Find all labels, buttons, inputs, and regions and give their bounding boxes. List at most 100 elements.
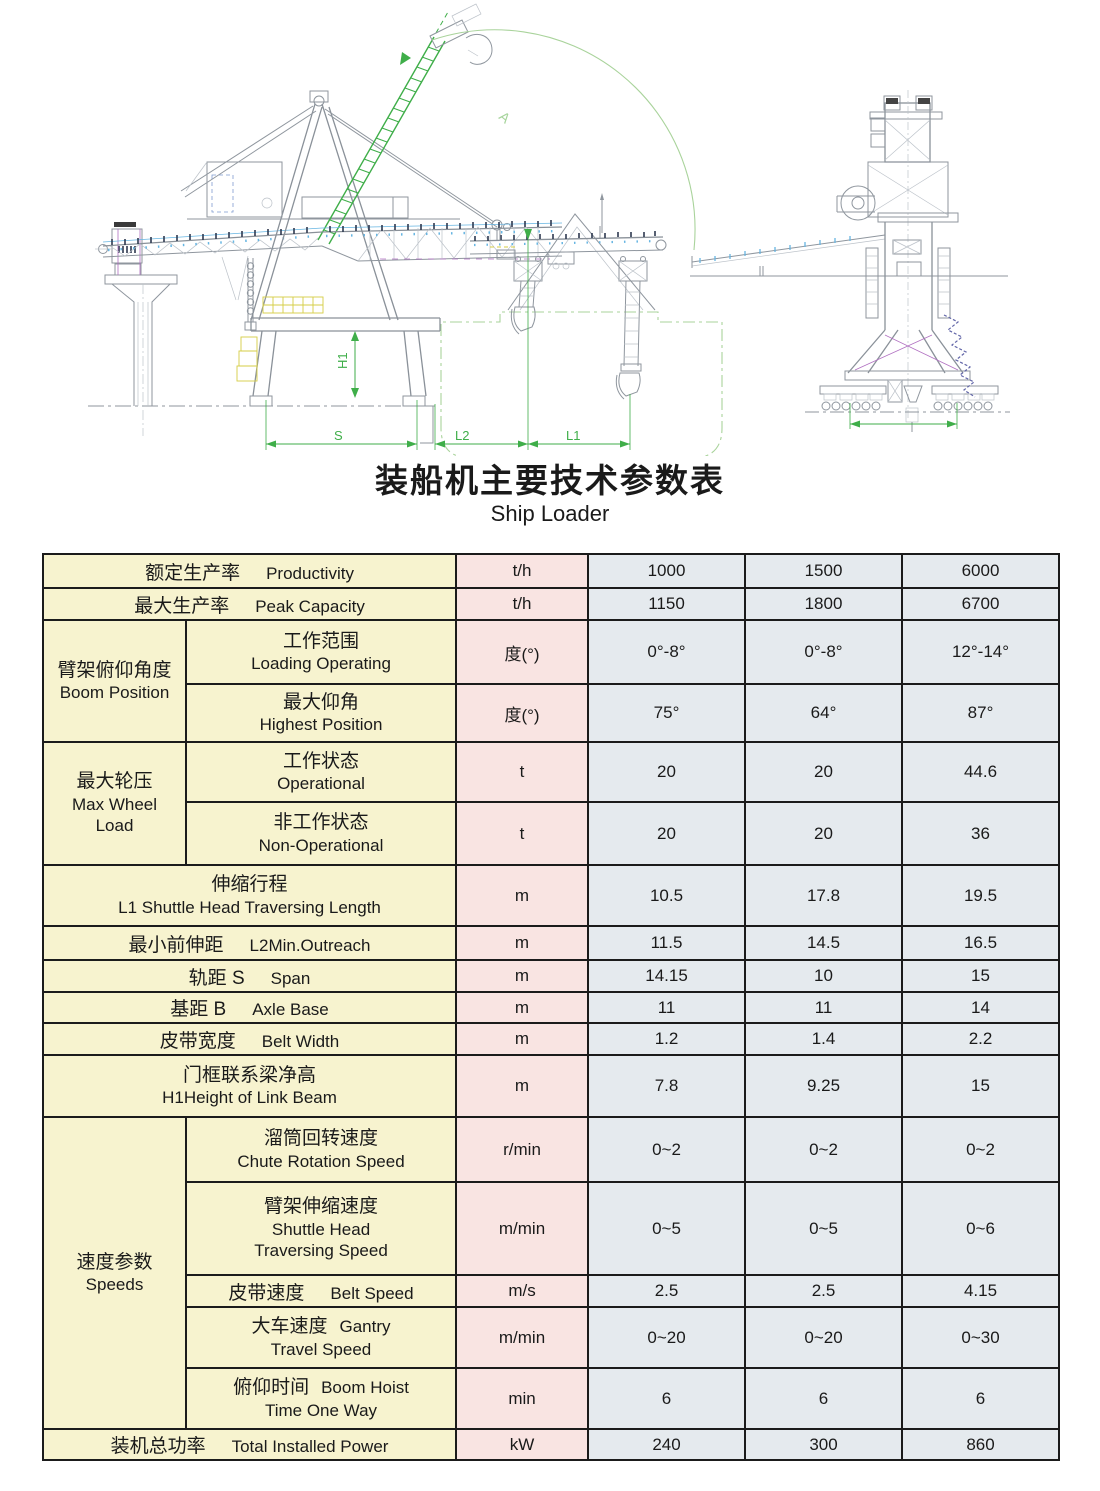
table-row: 臂架伸缩速度 Shuttle Head Traversing Speed m/min… xyxy=(43,1181,1061,1276)
ship-loader-drawing: A xyxy=(88,3,1010,456)
value-cell: 1.4 xyxy=(744,1022,904,1056)
unit-cell: m xyxy=(455,1054,590,1118)
label-zh: 工作状态 xyxy=(283,750,360,772)
param-label-cell: 臂架伸缩速度 Shuttle Head Traversing Speed xyxy=(184,1181,458,1276)
label-zh: 工作范围 xyxy=(283,630,360,652)
label-en: Chute Rotation Speed xyxy=(237,1151,405,1171)
value-cell: 87° xyxy=(901,683,1061,743)
label-zh: 最大仰角 xyxy=(283,691,360,713)
table-row: 臂架俯仰角度 Boom Position 工作范围 Loading Operatin… xyxy=(42,619,1061,743)
value-cell: 0~2 xyxy=(901,1116,1061,1183)
label-en: H1Height of Link Beam xyxy=(162,1088,337,1108)
table-row: 门框联系梁净高 H1Height of Link Beam m 7.8 9.25 … xyxy=(41,1054,1061,1118)
tower xyxy=(836,90,959,420)
table-row: 皮带速度 Belt Speed m/s 2.5 2.5 4.15 xyxy=(43,1274,1061,1308)
label-en: Operational xyxy=(277,774,365,794)
shuttle-boom xyxy=(469,193,667,270)
value-cell: 1800 xyxy=(744,587,904,621)
group-label-cell: 速度参数 Speeds xyxy=(42,1116,187,1430)
value-cell: 16.5 xyxy=(901,925,1061,961)
value-cell: 860 xyxy=(901,1428,1061,1461)
label-zh: 额定生产率 xyxy=(145,562,241,584)
table-row: 额定生产率 Productivity t/h 1000 1500 6000 xyxy=(41,553,1061,589)
label-en: L2Min.Outreach xyxy=(249,935,371,955)
label-en: Productivity xyxy=(266,563,354,583)
value-cell: 6000 xyxy=(901,553,1061,589)
label-zh: 溜筒回转速度 xyxy=(264,1128,379,1149)
label-zh: 基距 B xyxy=(170,999,227,1020)
title-block: 装船机主要技术参数表 Ship Loader xyxy=(0,462,1100,527)
dim-label-l2: L2 xyxy=(455,428,469,443)
group-label-cell: 最大轮压 Max Wheel Load xyxy=(42,741,187,866)
unit-cell: 度(°) xyxy=(455,683,590,743)
group-zh: 最大轮压 xyxy=(76,771,153,793)
table-row: 俯仰时间 Boom Hoist Time One Way min 6 6 6 xyxy=(43,1367,1061,1430)
dim-label-l1: L1 xyxy=(566,428,580,443)
value-cell: 1150 xyxy=(587,587,747,621)
label-en: Highest Position xyxy=(259,715,383,735)
label-en: Shuttle Head xyxy=(271,1220,371,1240)
value-cell: 44.6 xyxy=(901,741,1061,803)
value-cell: 20 xyxy=(744,801,904,866)
param-label-cell: 最小前伸距 L2Min.Outreach xyxy=(41,925,458,961)
table-row: 装机总功率 Total Installed Power kW 240 300 86… xyxy=(41,1428,1061,1461)
param-label-cell: 溜筒回转速度 Chute Rotation Speed xyxy=(184,1116,458,1183)
value-cell: 6 xyxy=(587,1367,747,1430)
param-label-cell: 最大仰角 Highest Position xyxy=(184,683,458,743)
table-row: 非工作状态 Non-Operational t 20 20 36 xyxy=(43,801,1061,866)
param-label-cell: 轨距 S Span xyxy=(41,959,458,993)
label-en: Belt Speed xyxy=(330,1283,414,1303)
value-cell: 0~20 xyxy=(587,1306,747,1369)
label-zh: 非工作状态 xyxy=(273,812,369,833)
label-en: Belt Width xyxy=(261,1031,340,1051)
value-cell: 7.8 xyxy=(587,1054,747,1118)
luffing-arc xyxy=(431,29,696,251)
param-label-cell: 俯仰时间 Boom Hoist Time One Way xyxy=(184,1367,458,1430)
label-zh: 装机总功率 xyxy=(110,1436,206,1457)
label-zh: 俯仰时间 xyxy=(233,1377,310,1398)
value-cell: 20 xyxy=(587,741,747,803)
label-en2: Travel Speed xyxy=(270,1339,372,1359)
label-en: Axle Base xyxy=(252,1000,329,1019)
chute-long xyxy=(615,256,648,400)
label-zh: 最大生产率 xyxy=(134,595,230,617)
unit-cell: t/h xyxy=(455,553,590,589)
unit-cell: r/min xyxy=(455,1116,590,1183)
label-zh: 轨距 S xyxy=(188,967,245,989)
value-cell: 2.2 xyxy=(901,1022,1061,1056)
value-cell: 9.25 xyxy=(744,1054,904,1118)
dimension-lines: S L2 L1 H1 xyxy=(265,229,631,450)
param-label-cell: 非工作状态 Non-Operational xyxy=(184,801,458,866)
value-cell: 0~2 xyxy=(744,1116,904,1183)
table-row: 最小前伸距 L2Min.Outreach m 11.5 14.5 16.5 xyxy=(41,925,1061,961)
dock-face xyxy=(420,405,434,444)
group-en: Speeds xyxy=(85,1275,144,1295)
value-cell: 11 xyxy=(744,991,904,1024)
value-cell: 1.2 xyxy=(587,1022,747,1056)
unit-cell: m xyxy=(455,864,590,927)
group-label-cell: 臂架俯仰角度 Boom Position xyxy=(42,619,187,743)
value-cell: 300 xyxy=(744,1428,904,1461)
a-frame-mast xyxy=(180,90,511,321)
value-cell: 36 xyxy=(901,801,1061,866)
gantry-legs-bogies xyxy=(805,314,1010,432)
label-en2: Time One Way xyxy=(264,1400,378,1420)
value-cell: 20 xyxy=(587,801,747,866)
group-en: Boom Position xyxy=(59,683,170,703)
table-row: 大车速度 Gantry Travel Speed m/min 0~20 0~20 0… xyxy=(43,1306,1061,1369)
param-label-cell: 基距 B Axle Base xyxy=(41,991,458,1024)
unit-cell: 度(°) xyxy=(455,619,590,685)
label-en: Boom Hoist xyxy=(321,1378,409,1397)
value-cell: 2.5 xyxy=(744,1274,904,1308)
value-cell: 240 xyxy=(587,1428,747,1461)
dim-label-h1: H1 xyxy=(335,352,350,369)
raised-chute-hook xyxy=(465,34,493,65)
value-cell: 0~30 xyxy=(901,1306,1061,1369)
value-cell: 14 xyxy=(901,991,1061,1024)
access-stairs xyxy=(943,314,976,398)
label-en: Peak Capacity xyxy=(255,596,365,616)
value-cell: 1000 xyxy=(587,553,747,589)
unit-cell: m xyxy=(455,1022,590,1056)
param-label-cell: 工作状态 Operational xyxy=(184,741,458,803)
table-row: 最大仰角 Highest Position 度(°) 75° 64° 87° xyxy=(43,683,1061,743)
